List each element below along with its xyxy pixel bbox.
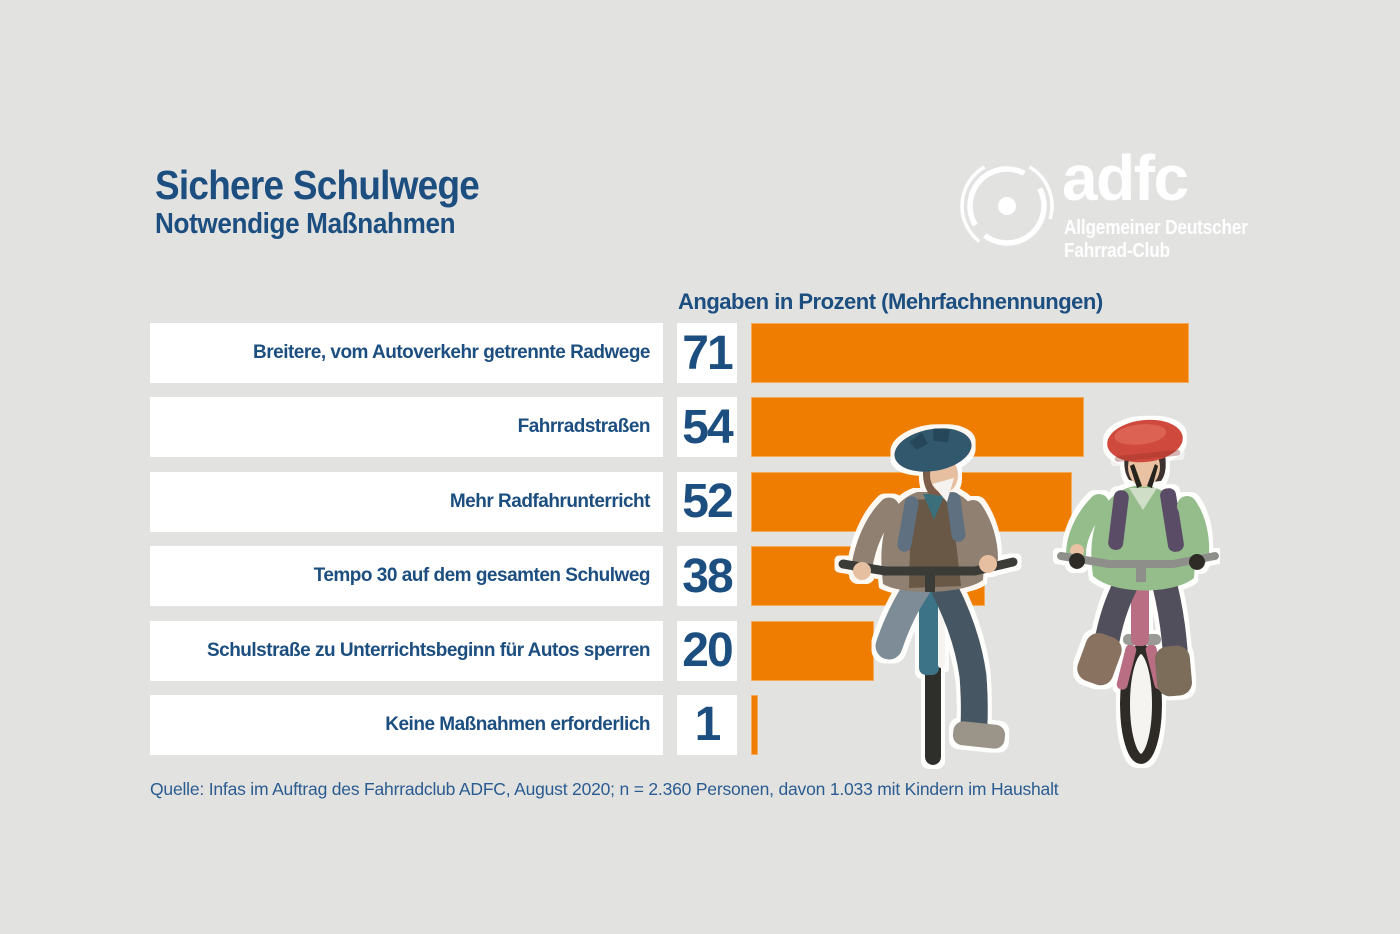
bar-row: Fahrradstraßen 54 — [150, 397, 1189, 458]
row-bar — [751, 323, 1189, 383]
left-cyclist-arm — [963, 500, 998, 568]
left-cyclist-collar — [923, 494, 945, 520]
bar-row: Schulstraße zu Unterrichtsbeginn für Aut… — [150, 620, 1189, 681]
bar-row: Mehr Radfahrunterricht 52 — [150, 471, 1189, 532]
left-backpack-strap — [897, 496, 919, 552]
row-value: 54 — [677, 397, 737, 458]
right-helmet-strap — [1147, 464, 1158, 488]
bar-row: Breitere, vom Autoverkehr getrennte Radw… — [150, 323, 1189, 383]
right-cyclist-glove — [1069, 553, 1085, 569]
left-cyclist-left-leg — [875, 574, 931, 660]
bar-row: Keine Maßnahmen erforderlich 1 — [150, 694, 1189, 755]
right-bike-fork — [1116, 644, 1137, 690]
left-cyclist-helmet — [894, 428, 972, 472]
chart-unit-note: Angaben in Prozent (Mehrfachnennungen) — [678, 289, 1103, 314]
row-bar — [751, 694, 758, 755]
bar-rows: Breitere, vom Autoverkehr getrennte Radw… — [150, 323, 1189, 755]
right-cyclist-boot — [1154, 645, 1193, 697]
right-cyclist-helmet — [1107, 419, 1183, 463]
row-label: Fahrradstraßen — [150, 397, 663, 458]
left-cyclist-shoe — [952, 721, 1006, 749]
logo-brand-text: adfc — [1062, 142, 1189, 214]
row-value: 1 — [677, 694, 737, 755]
right-bike-front-wheel — [1120, 644, 1162, 764]
row-value: 38 — [677, 546, 737, 607]
row-value: 71 — [677, 323, 737, 383]
row-label: Keine Maßnahmen erforderlich — [150, 694, 663, 755]
left-cyclist — [838, 428, 1018, 765]
title-block: Sichere Schulwege Notwendige Maßnahmen — [155, 162, 480, 242]
row-label: Breitere, vom Autoverkehr getrennte Radw… — [150, 323, 663, 383]
row-label: Tempo 30 auf dem gesamten Schulweg — [150, 546, 663, 607]
right-backpack-strap — [1108, 490, 1129, 550]
logo-subtitle: Allgemeiner Deutscher Fahrrad-Club — [1064, 217, 1248, 263]
left-cyclist-hand — [853, 562, 871, 580]
bicycle-wheel-icon — [960, 159, 1054, 253]
right-cyclist — [1057, 419, 1219, 764]
left-bike-frame — [919, 580, 939, 675]
left-cyclist-arm — [851, 497, 900, 577]
adfc-logo: adfc Allgemeiner Deutscher Fahrrad-Club — [958, 146, 1258, 275]
cyclists-illustration — [838, 419, 1219, 765]
left-cyclist-right-leg — [931, 576, 988, 738]
row-value: 20 — [677, 620, 737, 681]
right-helmet-strap — [1130, 464, 1142, 488]
page-subtitle: Notwendige Maßnahmen — [155, 208, 456, 241]
left-cyclist-hand — [979, 555, 997, 573]
right-cyclist-arm — [1177, 496, 1210, 565]
row-label: Mehr Radfahrunterricht — [150, 471, 663, 532]
left-cyclist-mask — [932, 478, 954, 502]
right-cyclist-glove — [1189, 554, 1205, 570]
left-cyclist-vest — [909, 498, 961, 588]
logo-subtitle-line1: Allgemeiner Deutscher — [1064, 217, 1248, 239]
row-label: Schulstraße zu Unterrichtsbeginn für Aut… — [150, 620, 663, 681]
row-bar — [751, 620, 875, 681]
right-cyclist-vneck — [1129, 488, 1157, 510]
logo-subtitle-line2: Fahrrad-Club — [1064, 239, 1170, 262]
left-backpack-strap — [946, 492, 966, 542]
right-cyclist-boot — [1077, 633, 1122, 686]
page-title: Sichere Schulwege — [155, 162, 480, 208]
row-value: 52 — [677, 471, 737, 532]
source-note: Quelle: Infas im Auftrag des Fahrradclub… — [150, 779, 1059, 799]
right-backpack-strap — [1160, 488, 1184, 552]
